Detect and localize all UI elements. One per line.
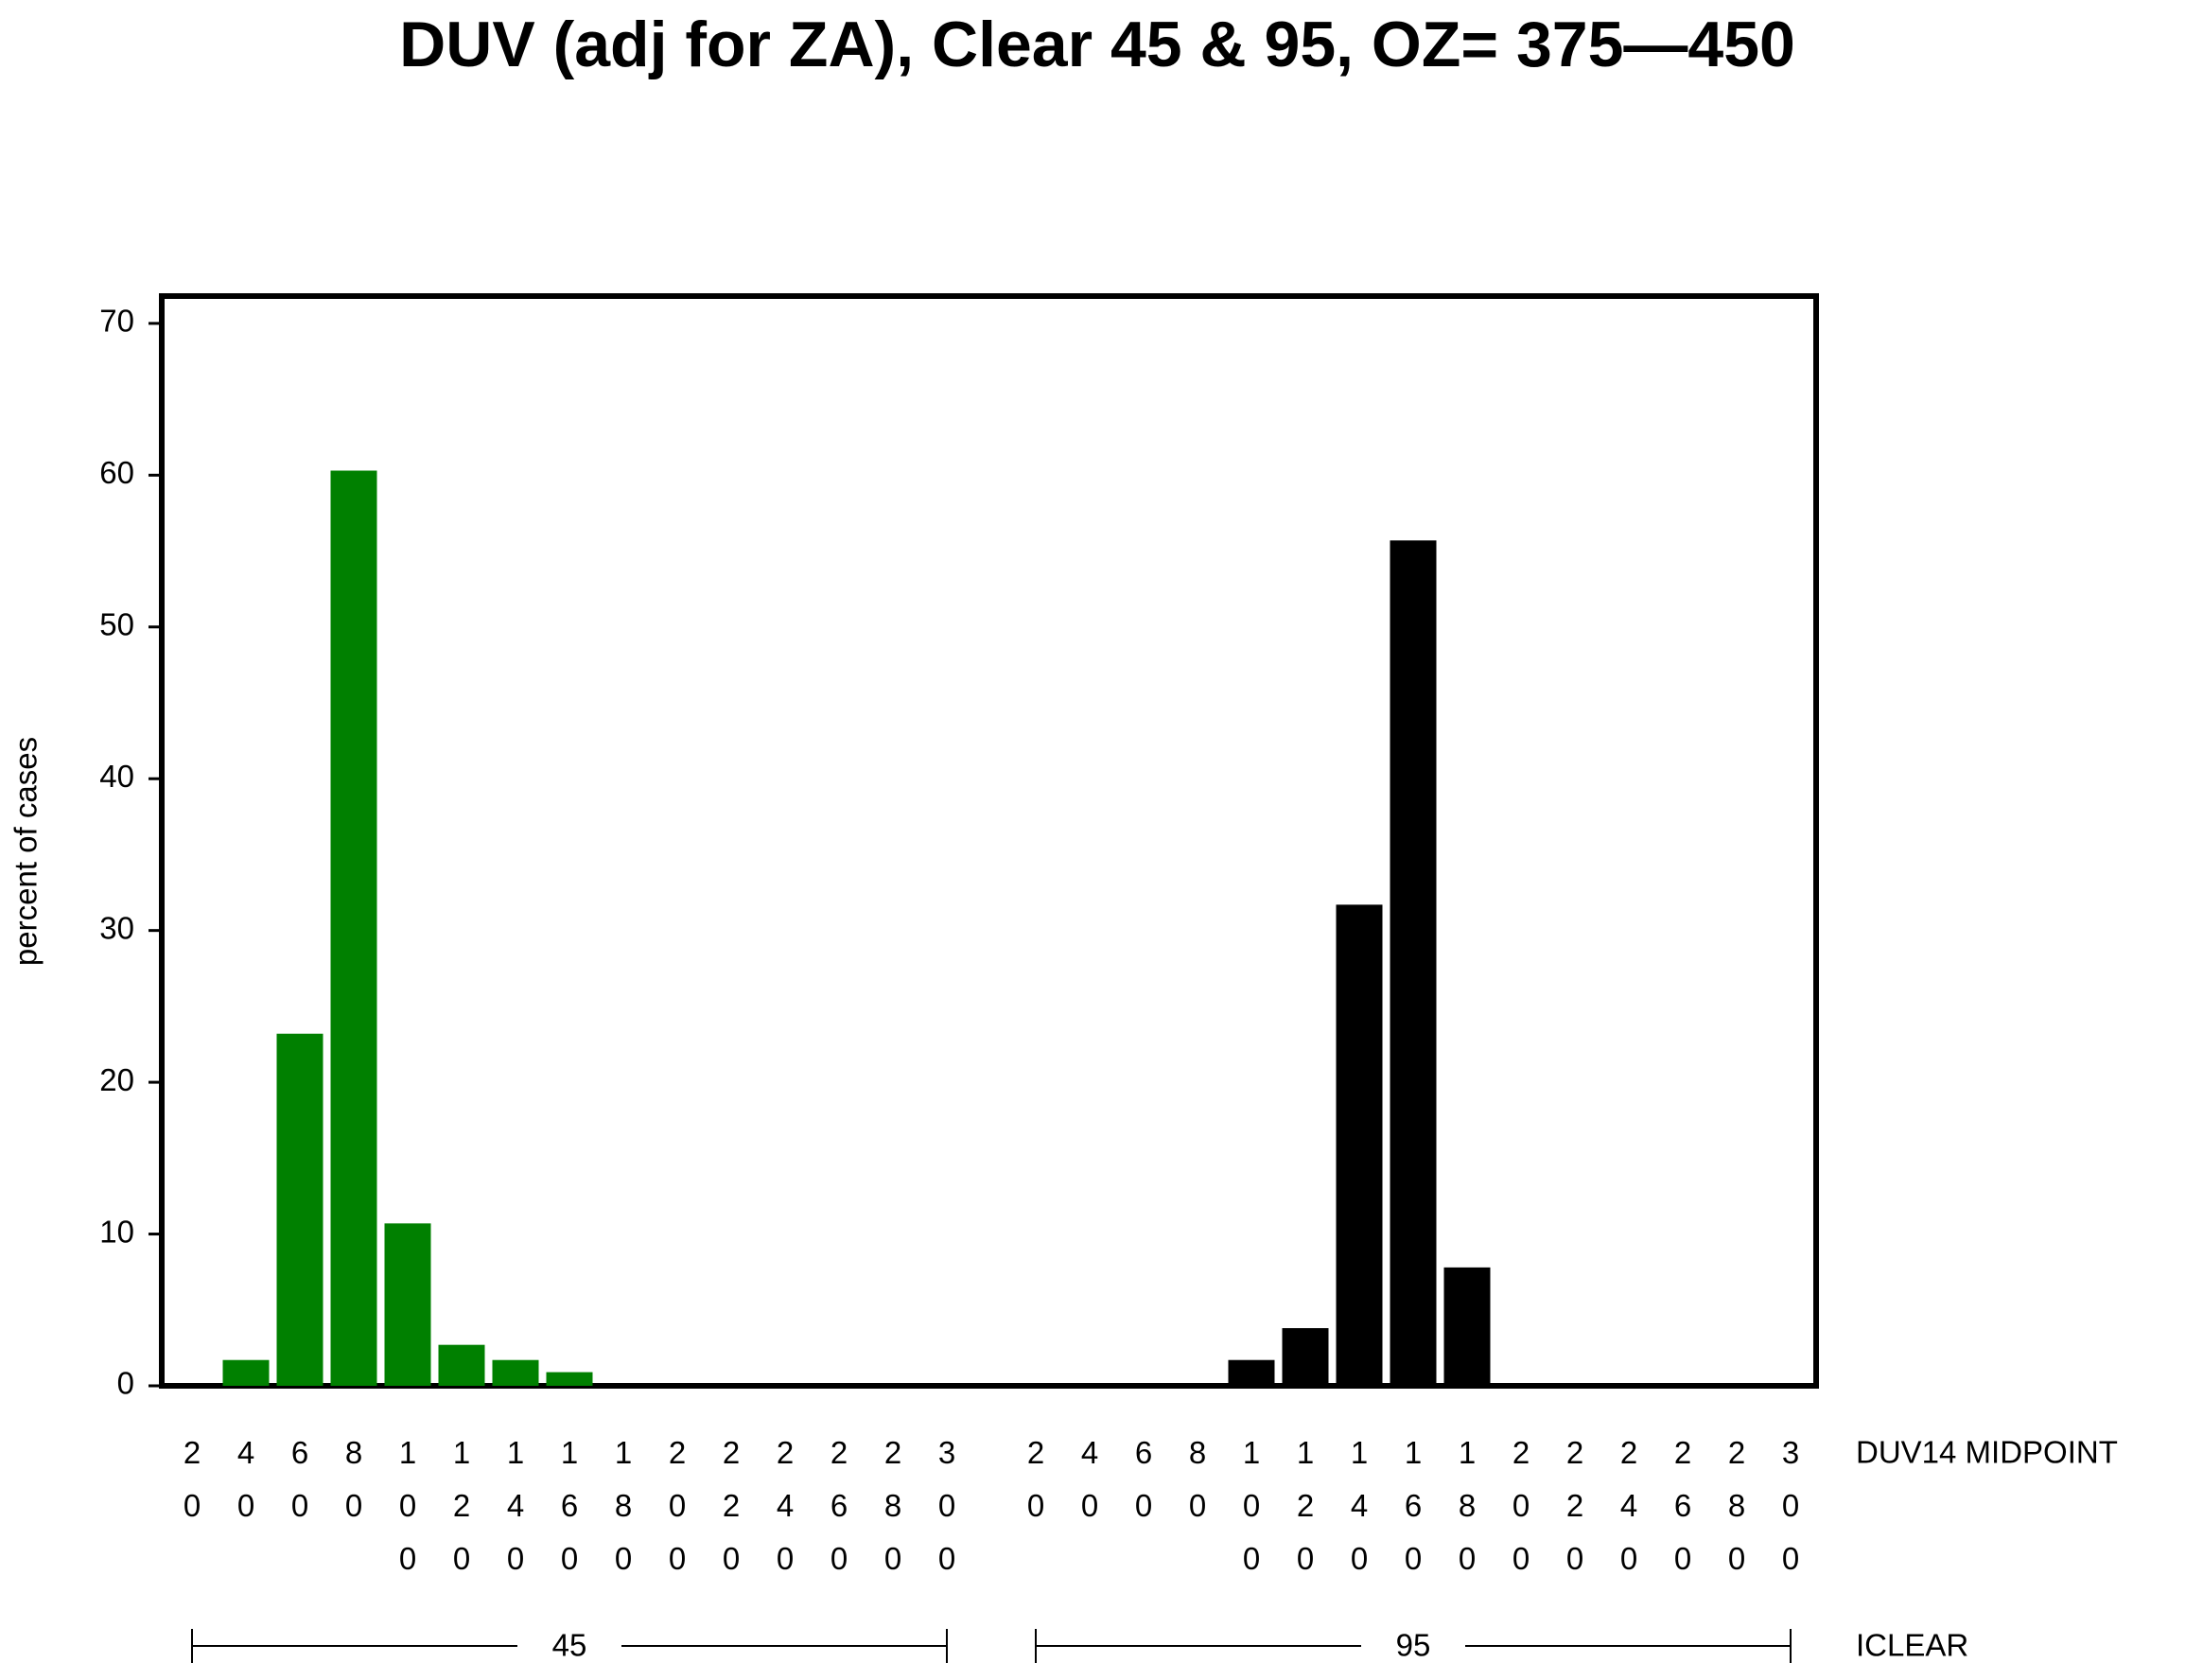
bar	[276, 1033, 323, 1386]
y-tick-label: 70	[99, 304, 134, 339]
bar	[546, 1372, 593, 1386]
y-tick-label: 20	[99, 1062, 134, 1097]
bar	[384, 1223, 431, 1386]
x-axis-label: DUV14 MIDPOINT	[1856, 1435, 2118, 1470]
bar	[1443, 1267, 1491, 1386]
group-label: 95	[1396, 1628, 1431, 1663]
group-label: 45	[552, 1628, 587, 1663]
bar	[1336, 904, 1383, 1386]
y-tick-label: 10	[99, 1214, 134, 1249]
y-tick-label: 0	[117, 1366, 134, 1401]
bar	[1228, 1359, 1275, 1386]
bar	[330, 470, 377, 1386]
chart-title: DUV (adj for ZA), Clear 45 & 95, OZ= 375…	[399, 9, 1795, 80]
bar	[492, 1359, 539, 1386]
y-tick-label: 50	[99, 606, 134, 641]
y-tick-label: 60	[99, 455, 134, 490]
bar	[1282, 1328, 1329, 1386]
bar	[438, 1344, 485, 1386]
plot-frame	[159, 293, 1819, 1389]
bar	[222, 1359, 270, 1386]
y-tick-label: 40	[99, 759, 134, 794]
y-tick-label: 30	[99, 910, 134, 945]
bar	[1390, 540, 1437, 1386]
group-axis-label: ICLEAR	[1856, 1628, 1968, 1663]
y-axis-label: percent of cases	[9, 737, 44, 966]
